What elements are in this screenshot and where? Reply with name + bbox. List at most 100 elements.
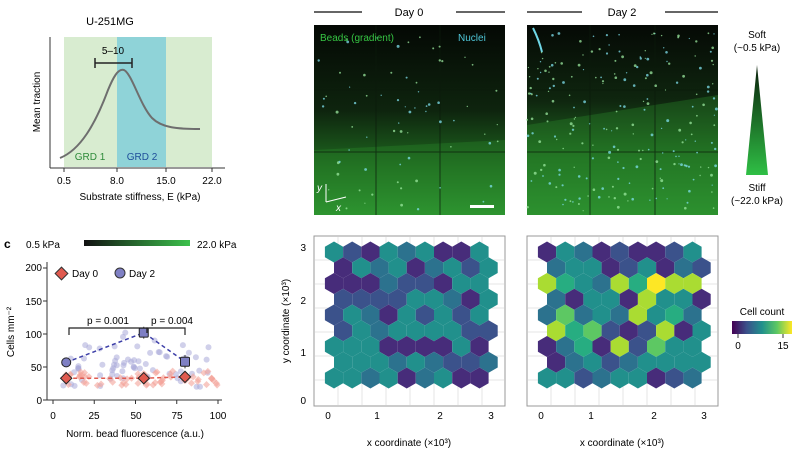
nucleus-dot: [399, 163, 402, 166]
nucleus-dot: [623, 105, 626, 108]
hex-cell: [683, 336, 702, 357]
hex-cell: [665, 367, 684, 389]
nucleus-dot: [614, 59, 617, 62]
nucleus-dot: [542, 175, 544, 177]
nucleus-dot: [646, 102, 650, 105]
nucleus-dot: [582, 69, 585, 71]
day0-mean-point: [178, 370, 192, 384]
nucleus-dot: [404, 106, 406, 108]
hex-cell: [537, 367, 557, 389]
nucleus-dot: [666, 119, 670, 123]
hex-cell: [647, 336, 666, 357]
nucleus-dot: [668, 62, 671, 65]
nucleus-dot: [649, 199, 651, 201]
nucleus-dot: [714, 107, 718, 111]
hex-cell: [324, 367, 344, 389]
nucleus-dot: [562, 81, 565, 84]
nucleus-dot: [548, 71, 550, 73]
traction-plot: U-251MG 0.5 8.0 15.0 22.0 Substrate stif…: [32, 16, 225, 203]
nucleus-dot: [695, 93, 698, 96]
day0-raw-point: [76, 371, 84, 379]
day2-mean-point: [180, 356, 190, 367]
nucleus-dot: [495, 89, 498, 92]
colorbar-min: 0: [735, 341, 741, 352]
nucleus-dot: [573, 118, 576, 120]
nucleus-dot: [572, 124, 575, 127]
nucleus-dot: [585, 177, 588, 180]
day2-raw-point: [192, 354, 199, 361]
traction-curve: [59, 68, 201, 159]
day2-raw-point: [60, 382, 67, 389]
nucleus-dot: [666, 198, 668, 200]
hex0-xlabel: x coordinate (×10³): [367, 438, 451, 449]
nucleus-dot: [666, 60, 668, 63]
nucleus-dot: [425, 105, 428, 107]
hex-cell: [424, 288, 444, 310]
day0-raw-point: [194, 375, 202, 384]
nucleus-dot: [450, 146, 452, 148]
hex-cell: [601, 320, 620, 342]
nucleus-dot: [437, 101, 440, 104]
hex-cell: [343, 241, 362, 263]
nucleus-dot: [547, 90, 550, 93]
nucleus-dot: [573, 166, 575, 168]
day2-raw-point: [203, 356, 210, 363]
nucleus-dot: [556, 138, 558, 141]
nucleus-dot: [528, 76, 531, 78]
hex-ytick-1: 1: [300, 348, 306, 359]
nucleus-dot: [348, 149, 350, 151]
hex-cell: [583, 320, 602, 342]
hex-cell: [470, 336, 489, 357]
hex-cell: [443, 257, 462, 279]
nucleus-dot: [335, 110, 339, 114]
nucleus-dot: [365, 94, 368, 97]
nucleus-dot: [655, 197, 658, 200]
day0-raw-point: [167, 373, 175, 381]
hex-cell: [683, 304, 702, 326]
nucleus-dot: [322, 97, 325, 100]
nucleus-dot: [581, 142, 584, 145]
hex-cell: [452, 241, 471, 263]
scatter-ylabel: Cells mm⁻²: [6, 306, 17, 357]
hex-cell: [352, 257, 371, 279]
hex-cell: [324, 273, 344, 294]
day2-raw-point: [205, 344, 212, 351]
hex-cell: [574, 304, 593, 326]
nucleus-dot: [358, 189, 361, 192]
nucleus-dot: [689, 121, 692, 125]
scatter-ytick-0: 0: [36, 396, 42, 407]
hex-cell: [424, 320, 444, 342]
day2-raw-point: [164, 353, 171, 360]
nucleus-dot: [548, 182, 552, 185]
nucleus-dot: [321, 105, 325, 108]
hex-cell: [683, 273, 702, 294]
hex-cell: [479, 351, 498, 373]
traction-bracket: [94, 58, 133, 68]
day2-raw-point: [185, 349, 192, 356]
nucleus-dot: [688, 189, 691, 193]
nucleus-dot: [636, 65, 639, 69]
scatter-ticks: [43, 267, 219, 404]
nucleus-dot: [688, 37, 690, 40]
day2-raw-point: [147, 349, 154, 356]
cells-scatter-plot: c 0.5 kPa 22.0 kPa 0 25 50 75 100 0 50 1…: [4, 237, 237, 440]
nucleus-dot: [686, 201, 689, 204]
nucleus-dot: [662, 152, 664, 154]
hex-cell: [434, 273, 453, 294]
day0-raw-point: [122, 380, 130, 389]
nucleus-dot: [543, 163, 546, 167]
hex-cell: [637, 257, 657, 279]
hex-cell: [683, 241, 702, 263]
hex-cell: [415, 273, 434, 294]
nucleus-dot: [694, 140, 696, 142]
nucleus-dot: [371, 193, 374, 196]
nucleus-dot: [696, 114, 698, 117]
nucleus-dot: [530, 117, 534, 121]
nucleus-dot: [678, 128, 682, 132]
hex-cell: [415, 241, 434, 263]
hex-cell: [361, 336, 380, 357]
nucleus-dot: [664, 89, 667, 91]
hexmap-day0: [324, 241, 498, 389]
nucleus-dot: [632, 84, 636, 87]
nucleus-dot: [552, 77, 555, 81]
